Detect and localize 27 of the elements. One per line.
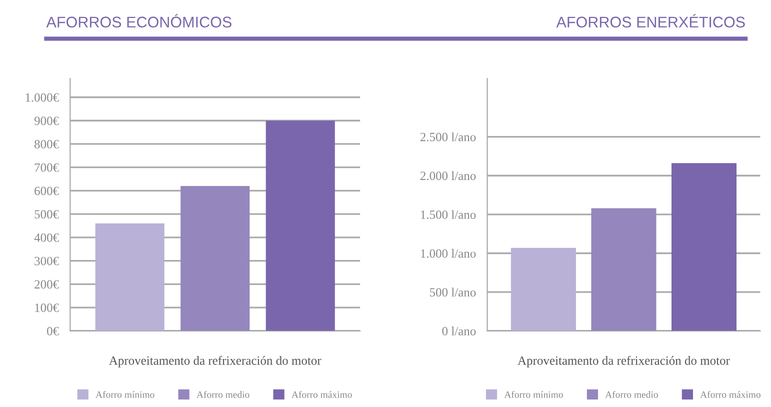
y-tick-label: 500 l/ano: [430, 288, 476, 297]
legend-label: Aforro medio: [196, 390, 250, 398]
x-axis-title: Aproveitamento da refrixeración do motor: [109, 356, 322, 368]
legend-label: Aforro máximo: [700, 390, 760, 398]
y-tick-label: 1.000 l/ano: [421, 248, 476, 258]
y-tick-label: 0€: [47, 326, 59, 336]
y-tick-label: 400€: [34, 233, 59, 242]
y-tick-label: 2.500 l/ano: [420, 132, 476, 142]
legend-label: Aforro máximo: [292, 390, 352, 398]
y-tick-label: 1.000€: [26, 93, 59, 102]
y-tick-label: 100€: [35, 304, 59, 312]
y-tick-label: 2.000 l/ano: [420, 171, 476, 180]
legend-label: Aforro mínimo: [96, 390, 154, 398]
y-tick-label: 200€: [34, 280, 59, 289]
y-tick-label: 600€: [34, 186, 59, 196]
y-tick-label: 500€: [34, 210, 59, 219]
chart-title: AFORROS ENERXÉTICOS: [556, 14, 745, 28]
x-axis-title: Aproveitamento da refrixeración do motor: [518, 356, 730, 368]
legend-label: Aforro mínimo: [504, 390, 563, 398]
y-tick-label: 700€: [34, 163, 59, 172]
chart-title: AFORROS ECONÓMICOS: [46, 14, 232, 28]
y-tick-label: 300€: [34, 256, 59, 266]
legend-label: Aforro medio: [605, 390, 658, 398]
y-tick-label: 900€: [34, 116, 59, 126]
y-tick-label: 800€: [34, 140, 59, 148]
y-tick-label: 0 l/ano: [442, 326, 476, 336]
y-tick-label: 1.500 l/ano: [421, 210, 476, 219]
